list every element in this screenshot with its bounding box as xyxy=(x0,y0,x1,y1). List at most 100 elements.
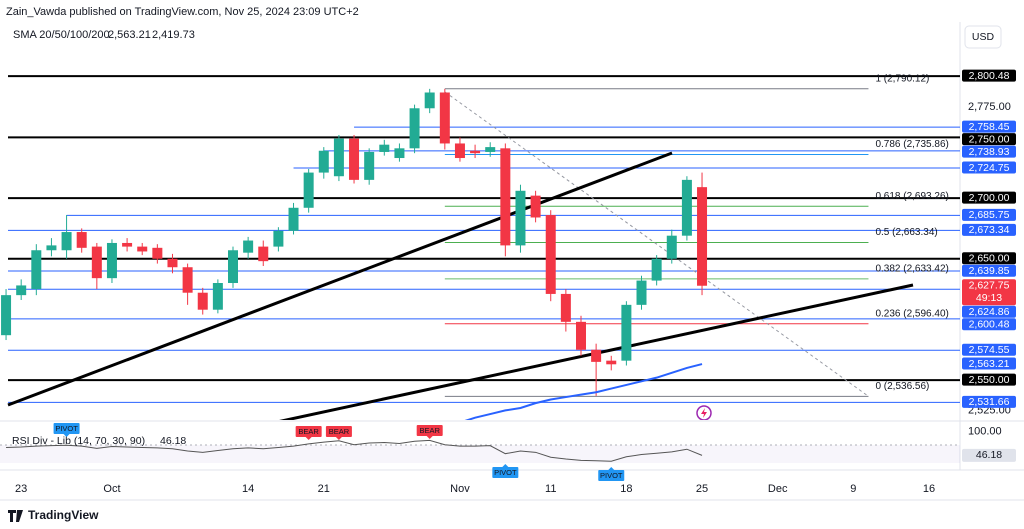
signal-pointer xyxy=(608,467,615,470)
candle-body xyxy=(424,92,435,109)
signal-pointer xyxy=(335,437,342,440)
level-tag-box xyxy=(962,69,1016,82)
fib-label: 0 (2,536.56) xyxy=(875,381,929,392)
signal-label: PIVOT xyxy=(600,471,623,480)
x-tick-label: 9 xyxy=(850,483,856,495)
signal-box xyxy=(295,426,322,437)
candle-body xyxy=(454,143,465,159)
level-tag-box xyxy=(962,305,1016,318)
signal-box xyxy=(416,425,443,436)
candles xyxy=(1,88,708,396)
x-tick-label: Dec xyxy=(768,483,788,495)
sma-line xyxy=(464,363,703,420)
fib-label: 0.382 (2,633.42) xyxy=(875,263,948,274)
level-tag-label: 2,624.86 xyxy=(969,306,1010,318)
signal-pointer xyxy=(502,464,509,467)
price-axis: 2,775.002,525.002,800.482,758.452,750.00… xyxy=(962,69,1016,462)
candle-body xyxy=(515,190,526,246)
candle-body xyxy=(288,207,299,231)
candle-body xyxy=(409,108,420,149)
level-tag-label: 2,724.75 xyxy=(969,162,1010,174)
candle-body xyxy=(530,195,541,218)
candle-body xyxy=(273,230,284,247)
overlay: PIVOT BEAR BEAR BEAR PIVOT PIVOT xyxy=(53,423,625,481)
brand-logo xyxy=(8,510,23,522)
level-tag-box xyxy=(962,223,1016,236)
signal-box xyxy=(492,467,519,478)
candle-body xyxy=(61,232,72,251)
candle-body xyxy=(16,285,27,296)
signal-pointer xyxy=(426,436,433,439)
candle-body xyxy=(228,250,239,284)
candle-body xyxy=(500,148,511,246)
level-tag-label: 2,574.55 xyxy=(969,344,1010,356)
level-tag-label: 2,700.00 xyxy=(969,192,1010,204)
fib-trend-line xyxy=(444,91,869,397)
x-tick-label: 14 xyxy=(242,483,254,495)
candle-body xyxy=(394,148,405,159)
last-price-tag-box xyxy=(962,279,1016,306)
candle-body xyxy=(31,250,42,290)
sma-name: SMA 20/50/100/200 xyxy=(13,29,110,41)
sma-value: 2,419.73 xyxy=(152,29,195,41)
x-tick-label: Nov xyxy=(450,483,470,495)
signal-label: BEAR xyxy=(419,426,440,435)
candle-body xyxy=(591,349,602,362)
level-tag-box xyxy=(962,343,1016,356)
level-tag-box xyxy=(962,373,1016,386)
candle-body xyxy=(621,304,632,361)
rsi-value: 46.18 xyxy=(160,435,186,447)
rsi-name: RSI Div - Lib (14, 70, 30, 90) xyxy=(12,435,145,447)
rsi-line xyxy=(6,439,703,462)
signal-label: PIVOT xyxy=(494,468,517,477)
level-tag-box xyxy=(962,395,1016,408)
signal-label: PIVOT xyxy=(55,424,78,433)
level-tag-label: 2,550.00 xyxy=(969,374,1010,386)
candle-body xyxy=(318,150,329,173)
trend-line xyxy=(279,283,914,420)
candle-body xyxy=(137,246,148,252)
fib-retracement: 1 (2,790.12) 0.786 (2,735.86) 0.618 (2,693… xyxy=(444,73,949,397)
trend-line xyxy=(7,151,673,407)
level-tag-box xyxy=(962,161,1016,174)
candle-body xyxy=(666,235,677,259)
x-tick-label: 11 xyxy=(545,483,556,495)
currency-button[interactable] xyxy=(964,25,1002,49)
signal-pointer xyxy=(63,434,70,437)
fib-label: 1 (2,790.12) xyxy=(875,73,929,84)
level-tag-box xyxy=(962,133,1016,146)
currency-label[interactable]: USD xyxy=(972,31,995,43)
x-tick-label: 16 xyxy=(923,483,935,495)
candle-body xyxy=(545,215,556,294)
fib-label: 0.5 (2,663.34) xyxy=(875,227,937,238)
candle-body xyxy=(333,138,344,177)
time-axis: 23 Oct 14 21 Nov 11 18 25 Dec 9 16 xyxy=(15,483,935,495)
sma-tag-box xyxy=(962,357,1016,370)
candle-body xyxy=(106,242,117,279)
level-tag-box xyxy=(962,264,1016,277)
candle-body xyxy=(122,242,133,247)
level-tag-box xyxy=(962,208,1016,221)
level-tag-box xyxy=(962,318,1016,331)
candle-body xyxy=(349,138,360,180)
level-tag-label: 2,758.45 xyxy=(969,121,1010,133)
candle-body xyxy=(243,240,254,253)
x-tick-label: 23 xyxy=(15,483,27,495)
candle-body xyxy=(485,147,496,152)
candle-body xyxy=(575,321,586,350)
candle-body xyxy=(303,172,314,208)
level-tag-label: 2,639.85 xyxy=(969,265,1010,277)
signal-box xyxy=(598,470,625,481)
level-tag-label: 2,531.66 xyxy=(969,396,1010,408)
candle-body xyxy=(651,258,662,281)
candle-body xyxy=(1,295,12,336)
level-tag-label: 2,600.48 xyxy=(969,319,1010,331)
levels xyxy=(8,75,960,403)
signal-box xyxy=(325,426,352,437)
y-tick-label: 2,775.00 xyxy=(968,101,1011,113)
rsi-lines xyxy=(6,439,703,462)
sma-tag-label: 2,563.21 xyxy=(969,358,1010,370)
last-price-tag-label: 2,627.75 xyxy=(969,280,1010,292)
signal-box xyxy=(53,423,80,434)
